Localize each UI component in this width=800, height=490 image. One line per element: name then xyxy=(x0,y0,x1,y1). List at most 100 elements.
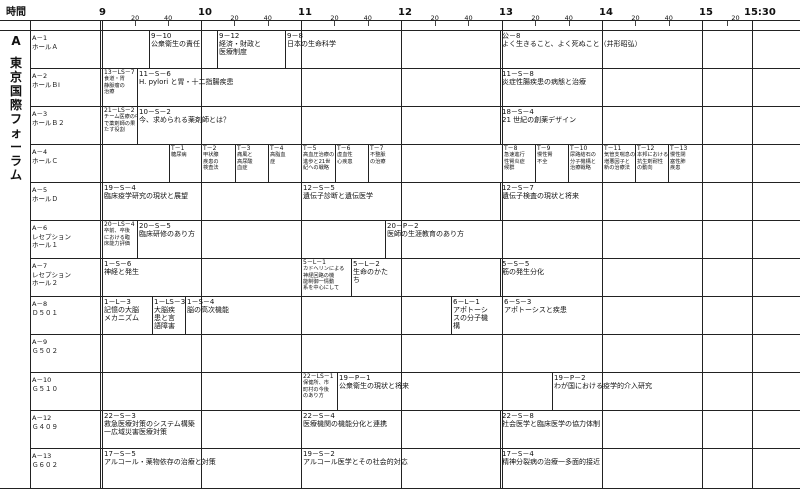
session-title: 慢性腎 不全 xyxy=(537,152,553,165)
session-block[interactable]: 5－L－2 生命のかた ち xyxy=(351,259,401,296)
session-divider xyxy=(752,372,753,410)
session-title: 甲状腺 疾患の 検査法 xyxy=(203,152,219,171)
session-code: 公－8 xyxy=(502,32,521,40)
session-divider xyxy=(102,182,103,220)
minute-label: 20 xyxy=(230,14,239,22)
session-block[interactable]: 19－S－2 アルコール医学とその社会的対応 xyxy=(301,449,500,488)
session-divider xyxy=(102,68,103,106)
session-block[interactable]: T－10 尿路結石の 分子機構と 治療戦略 xyxy=(568,145,602,182)
session-code: 17－S－4 xyxy=(502,450,534,458)
session-block[interactable]: T－2 甲状腺 疾患の 検査法 xyxy=(201,145,235,182)
session-block[interactable]: 17－S－5 アルコール・薬物依存の治療と対策 xyxy=(102,449,301,488)
session-code: 18－S－4 xyxy=(502,108,534,116)
session-block[interactable]: T－6 虚血性 心疾患 xyxy=(335,145,368,182)
session-block[interactable]: 22－S－3 救急医療対策のシステム構築 一広域災害医療対策 xyxy=(102,411,301,448)
session-block[interactable]: 20－P－2 医師の生涯教育のあり方 xyxy=(385,221,752,258)
session-code: 13－LS－7 xyxy=(104,69,135,76)
session-block[interactable]: T－11 気管支喘息の 増悪因子と 新の治療法 xyxy=(602,145,635,182)
grid-vline xyxy=(401,20,402,488)
grid-hline xyxy=(30,144,800,145)
session-block[interactable]: 11－S－6 H. pylori と胃・十二指腸疾患 xyxy=(137,69,500,106)
grid-vline xyxy=(301,20,302,488)
session-block[interactable]: 9－12 経済・財政と 医療制度 xyxy=(217,31,285,68)
session-divider xyxy=(500,30,501,68)
session-title: 記憶の大脳 メカニズム xyxy=(104,306,139,322)
session-block[interactable]: 10－S－2 今、求められる薬剤師とは？ xyxy=(137,107,500,144)
session-block[interactable]: 19－P－2 わが国における疫学的介入研究 xyxy=(552,373,752,410)
session-block[interactable]: 5－S－5 筋の発生分化 xyxy=(500,259,752,296)
session-block[interactable]: 19－P－1 公衆衛生の現状と将来 xyxy=(337,373,552,410)
grid-hline xyxy=(30,296,800,297)
session-divider xyxy=(102,106,103,144)
session-title: 公衆衛生の現状と将来 xyxy=(339,382,409,390)
session-block[interactable]: 21－LS－2 チーム医療の中 で薬剤師の果 たす役割 xyxy=(102,107,137,144)
grid-tick xyxy=(367,20,369,26)
grid-hline xyxy=(30,372,800,373)
session-block[interactable]: 公－8 よく生きること、よく死ぬこと（井形昭弘） xyxy=(500,31,752,68)
session-block[interactable]: T－1 糖尿病 xyxy=(169,145,201,182)
session-block[interactable]: 9－8 日本の生命科学 xyxy=(285,31,500,68)
session-block[interactable]: 17－S－4 精神分裂病の治療一多面的接近 xyxy=(500,449,752,488)
session-divider xyxy=(752,296,753,334)
session-block[interactable]: 13－LS－7 食道・胃 静脈瘤の 治療 xyxy=(102,69,137,106)
session-code: T－2 xyxy=(203,145,217,152)
minute-label: 20 xyxy=(631,14,640,22)
session-code: 22－S－4 xyxy=(303,412,335,420)
session-code: 1－S－6 xyxy=(104,260,132,268)
session-code: T－8 xyxy=(504,145,518,152)
session-block[interactable]: T－8 急速進行 性腎炎症 候群 xyxy=(502,145,535,182)
session-block[interactable]: 1－S－6 神経と発生 xyxy=(102,259,301,296)
session-block[interactable]: 6－L－1 アポトーシ スの分子機 構 xyxy=(451,297,502,334)
session-title: 高血圧治療の 進歩と21世 紀への戦略 xyxy=(303,152,335,171)
room-code: A－5 xyxy=(32,186,48,194)
session-title: 尿路結石の 分子機構と 治療戦略 xyxy=(570,152,596,171)
session-divider xyxy=(401,258,402,296)
session-block[interactable]: 19－S－4 臨床疫学研究の現状と展望 xyxy=(102,183,301,220)
session-block[interactable]: 22－S－4 医療機関の機能分化と連携 xyxy=(301,411,500,448)
room-label: A－1 ホールＡ xyxy=(32,34,98,51)
session-divider xyxy=(169,144,170,182)
room-hall: ホールＤ xyxy=(32,194,58,203)
session-block[interactable]: T－9 慢性腎 不全 xyxy=(535,145,568,182)
session-block[interactable]: 20－S－5 臨床研修のあり方 xyxy=(137,221,385,258)
room-hall: レセプション ホール１ xyxy=(32,232,71,250)
forum-char: 際 xyxy=(9,98,22,112)
session-title: カドヘリンによる 神経回路の機 能制御一情動 系を中心にして xyxy=(303,266,345,292)
room-label: A－8 Ｄ５０１ xyxy=(32,300,98,317)
session-block[interactable]: T－12 本邦における 抗生剤耐性 の動向 xyxy=(635,145,668,182)
session-code: T－5 xyxy=(303,145,317,152)
session-code: 22－S－3 xyxy=(104,412,136,420)
room-hall: Ｄ５０１ xyxy=(32,308,58,317)
session-divider xyxy=(752,220,753,258)
session-block[interactable]: T－7 不整脈 の治療 xyxy=(368,145,401,182)
session-block[interactable]: T－5 高血圧治療の 進歩と21世 紀への戦略 xyxy=(301,145,335,182)
session-block[interactable]: 11－S－8 炎症性腸疾患の病態と治療 xyxy=(500,69,752,106)
session-title: 気管支喘息の 増悪因子と 新の治療法 xyxy=(604,152,635,171)
session-divider xyxy=(149,30,150,68)
session-block[interactable]: 6－S－3 アポトーシスと疾患 xyxy=(502,297,752,334)
session-block[interactable]: 12－S－5 遺伝子診断と遺伝医学 xyxy=(301,183,500,220)
session-block[interactable]: 22－LS－1 保健所、市 町村の今後 のあり方 xyxy=(301,373,337,410)
time-label: 時間 xyxy=(6,7,26,18)
session-code: T－6 xyxy=(337,145,351,152)
session-block[interactable]: 18－S－4 21 世紀の創薬デザイン xyxy=(500,107,752,144)
room-label: A－2 ホールＢⅠ xyxy=(32,72,98,89)
session-block[interactable]: 1－L－3 記憶の大脳 メカニズム xyxy=(102,297,152,334)
session-divider xyxy=(285,30,286,68)
room-hall: ホールＣ xyxy=(32,156,58,165)
session-block[interactable]: 22－S－8 社会医学と臨床医学の協力体制 xyxy=(500,411,752,448)
session-block[interactable]: 20－LS－4 卒前、卒後 における臨 床能力評価 xyxy=(102,221,137,258)
session-block[interactable]: 1－LS－3 大脳疾 患と言 語障害 xyxy=(152,297,185,334)
session-block[interactable]: T－4 高脂血 症 xyxy=(268,145,301,182)
session-divider xyxy=(217,30,218,68)
session-block[interactable]: 5－L－1 カドヘリンによる 神経回路の機 能制御一情動 系を中心にして xyxy=(301,259,351,296)
session-divider xyxy=(752,258,753,296)
session-block[interactable]: T－3 痛風と 高尿酸 血症 xyxy=(235,145,268,182)
session-block[interactable]: T－13 慢性閉 塞性肺 疾患 xyxy=(668,145,702,182)
session-block[interactable]: 9－10 公衆衛生の責任 xyxy=(149,31,217,68)
session-code: T－12 xyxy=(637,145,655,152)
session-block[interactable]: 12－S－7 遺伝子検査の現状と将来 xyxy=(500,183,752,220)
session-title: 不整脈 の治療 xyxy=(370,152,386,165)
session-block[interactable]: 1－S－4 脳の高次機能 xyxy=(185,297,451,334)
session-title: 臨床研修のあり方 xyxy=(139,230,195,238)
